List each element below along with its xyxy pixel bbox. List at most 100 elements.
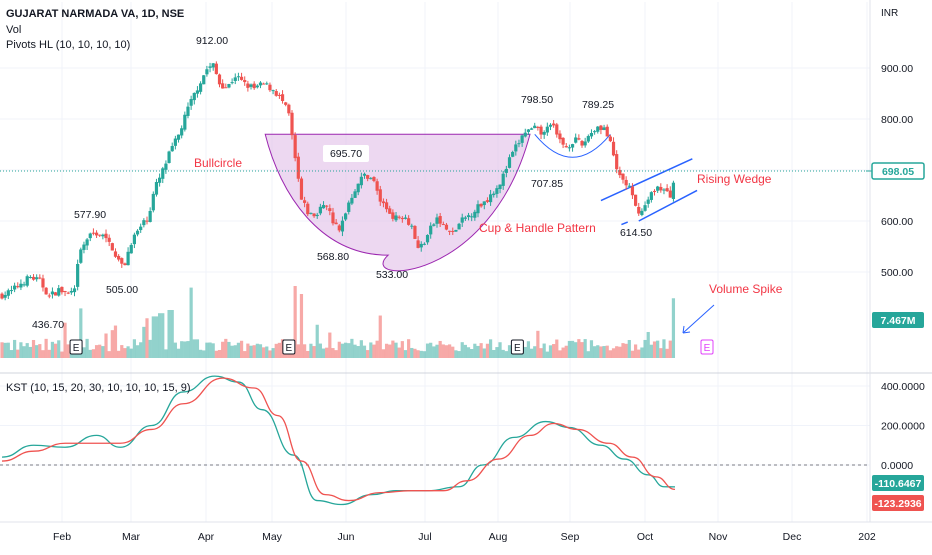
candle[interactable] xyxy=(599,125,603,130)
candle[interactable] xyxy=(542,132,546,135)
candle[interactable] xyxy=(649,192,653,200)
candle[interactable] xyxy=(158,177,162,183)
candle[interactable] xyxy=(646,199,650,204)
candle[interactable] xyxy=(624,179,628,186)
candle[interactable] xyxy=(605,126,609,137)
candle[interactable] xyxy=(262,83,266,85)
kst-signal-line[interactable] xyxy=(1,377,676,502)
kst-signal-badge[interactable]: -123.2936 xyxy=(874,498,921,510)
candle[interactable] xyxy=(438,216,442,224)
candle[interactable] xyxy=(659,186,663,191)
time-axis[interactable]: Feb Mar Apr May Jun Jul Aug Sep Oct Nov Dec 202 xyxy=(53,531,876,543)
candle[interactable] xyxy=(580,140,584,146)
candle[interactable] xyxy=(57,288,61,296)
candle[interactable] xyxy=(328,208,332,212)
candle[interactable] xyxy=(271,90,275,92)
candle[interactable] xyxy=(258,82,263,86)
kst-axis[interactable]: 400.0000 200.0000 0.0000 xyxy=(881,381,925,472)
candle[interactable] xyxy=(492,193,496,196)
candle[interactable] xyxy=(662,189,666,191)
candle[interactable] xyxy=(633,194,638,206)
candle[interactable] xyxy=(533,125,537,129)
candle[interactable] xyxy=(274,91,278,96)
candle[interactable] xyxy=(529,128,534,130)
candle[interactable] xyxy=(101,234,105,237)
candle[interactable] xyxy=(13,285,17,290)
candle[interactable] xyxy=(454,229,458,232)
wedge-lower-line[interactable] xyxy=(638,189,698,222)
candle[interactable] xyxy=(303,200,307,203)
candle[interactable] xyxy=(126,251,130,266)
candle[interactable] xyxy=(485,200,490,202)
candle[interactable] xyxy=(656,186,660,191)
candle[interactable] xyxy=(44,287,48,295)
candle[interactable] xyxy=(621,173,625,180)
candle[interactable] xyxy=(249,84,253,87)
candle[interactable] xyxy=(9,290,14,292)
cup-handle-label[interactable]: Cup & Handle Pattern xyxy=(479,221,596,235)
candle[interactable] xyxy=(107,237,111,242)
candle[interactable] xyxy=(416,240,420,248)
candle[interactable] xyxy=(577,138,581,140)
candle[interactable] xyxy=(378,189,382,202)
candle[interactable] xyxy=(139,226,143,231)
candle[interactable] xyxy=(369,178,373,180)
pivot-label[interactable]: 505.00 xyxy=(106,284,138,296)
candle[interactable] xyxy=(189,99,193,106)
candle[interactable] xyxy=(615,154,619,170)
candle[interactable] xyxy=(38,277,42,279)
candle[interactable] xyxy=(161,168,165,179)
candle[interactable] xyxy=(145,220,149,222)
candle[interactable] xyxy=(104,233,108,239)
earnings-marker[interactable]: E xyxy=(282,339,296,355)
candle[interactable] xyxy=(652,190,657,192)
candle[interactable] xyxy=(444,224,449,230)
candle[interactable] xyxy=(180,128,184,136)
candle[interactable] xyxy=(397,216,401,218)
candle[interactable] xyxy=(167,151,171,163)
candle[interactable] xyxy=(504,168,508,173)
candle[interactable] xyxy=(268,84,272,91)
candle[interactable] xyxy=(460,217,464,223)
candle[interactable] xyxy=(76,263,80,287)
vol-legend[interactable]: Vol xyxy=(6,24,22,36)
candle[interactable] xyxy=(567,147,572,149)
candle[interactable] xyxy=(422,243,426,245)
candle[interactable] xyxy=(501,173,505,186)
candle[interactable] xyxy=(183,114,187,130)
candle[interactable] xyxy=(429,225,433,235)
candle[interactable] xyxy=(665,188,669,192)
candle[interactable] xyxy=(517,143,521,145)
candle[interactable] xyxy=(151,193,155,211)
wedge-upper-line[interactable] xyxy=(600,158,693,202)
candle[interactable] xyxy=(375,181,379,191)
candle[interactable] xyxy=(284,102,288,105)
candle[interactable] xyxy=(98,234,102,236)
candle[interactable] xyxy=(280,94,285,101)
candle[interactable] xyxy=(618,170,622,176)
candle[interactable] xyxy=(350,197,354,204)
candle[interactable] xyxy=(362,173,367,176)
candle[interactable] xyxy=(366,175,370,179)
kst-line[interactable] xyxy=(1,375,676,506)
candle[interactable] xyxy=(255,85,259,88)
candle[interactable] xyxy=(413,226,417,239)
candle[interactable] xyxy=(359,176,363,186)
candle[interactable] xyxy=(19,283,23,288)
candle[interactable] xyxy=(296,156,300,179)
candle[interactable] xyxy=(186,106,190,116)
candle[interactable] xyxy=(463,217,467,219)
candle[interactable] xyxy=(198,83,203,92)
candle[interactable] xyxy=(72,288,77,293)
candle[interactable] xyxy=(47,295,51,297)
candle[interactable] xyxy=(640,210,644,216)
candle[interactable] xyxy=(120,258,124,264)
candle[interactable] xyxy=(315,214,319,217)
candle[interactable] xyxy=(425,234,430,243)
candle[interactable] xyxy=(60,286,64,293)
candle[interactable] xyxy=(482,201,486,206)
candle[interactable] xyxy=(227,84,231,88)
candle[interactable] xyxy=(50,291,55,295)
pivot-label[interactable]: 695.70 xyxy=(330,148,362,160)
